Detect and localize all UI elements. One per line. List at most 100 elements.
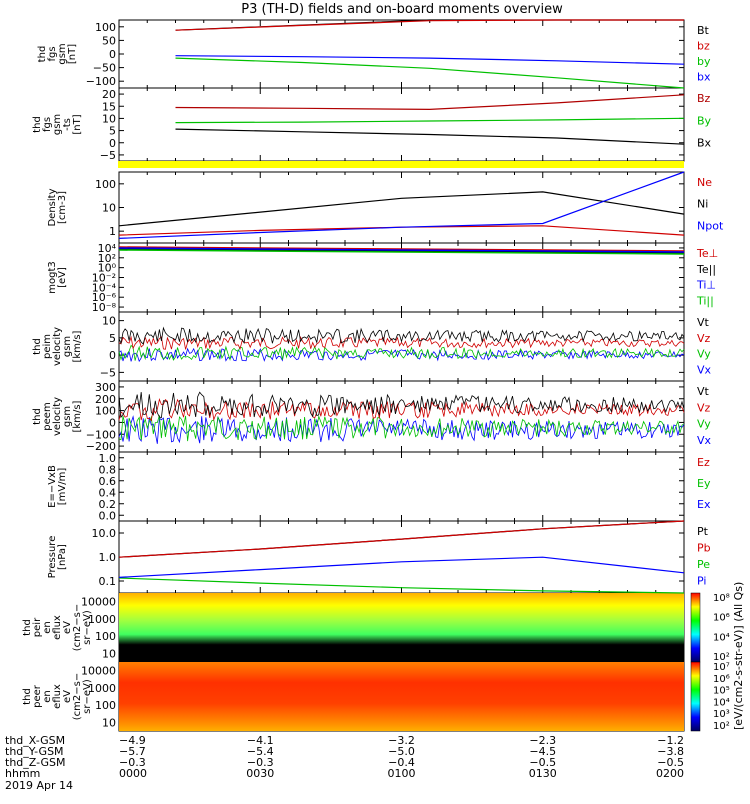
colorbar-peir (690, 592, 701, 663)
x-axis-value: 0130 (529, 767, 557, 780)
y-tick-label: 0 (109, 137, 116, 150)
temperature-trace (118, 249, 685, 255)
legend-entry: Pb (697, 542, 711, 555)
peir-spectrogram (119, 593, 684, 662)
legend-entry: Npot (697, 219, 724, 232)
legend-entry: Ex (697, 498, 711, 511)
x-axis-value: −4.9 (119, 734, 146, 747)
y-axis-label: E=−VxB (47, 465, 58, 508)
y-axis-label: peim (42, 334, 53, 359)
legend-entry: Bx (697, 137, 712, 150)
y-axis-label: eflux (52, 615, 63, 640)
y-tick-label: 20 (102, 88, 116, 101)
panel-frame (118, 19, 685, 89)
x-axis-value: −5.7 (119, 745, 146, 758)
legend-entry: Vt (697, 385, 710, 398)
y-axis-label: gsm (57, 43, 68, 64)
legend-entry: bx (697, 71, 711, 84)
y-tick-label: −100 (86, 75, 116, 88)
colorbar-tick-label: 10⁸ (713, 593, 730, 604)
colorbar-tick-label: 10³ (713, 709, 730, 720)
y-axis-label: velocity (52, 327, 63, 366)
y-axis-label: [km/s] (72, 330, 83, 362)
x-axis-row-label: thd_Z-GSM (5, 756, 65, 769)
legend-entry: Te⊥ (696, 247, 718, 260)
legend-entry: Pt (697, 525, 709, 538)
panel-frame (118, 520, 685, 594)
legend-entry: Pi (697, 575, 706, 588)
y-tick-label: 0.6 (99, 475, 117, 488)
x-axis-value: −0.4 (388, 756, 415, 769)
y-tick-label: 0.2 (99, 498, 117, 511)
series-line-Ni (118, 191, 685, 227)
x-axis-value: −4.1 (247, 734, 274, 747)
panel-frame (118, 451, 685, 522)
x-axis-value: −0.3 (247, 756, 274, 769)
y-axis-label: eV (62, 621, 73, 634)
colorbar-tick-label: 10⁶ (713, 613, 730, 624)
x-axis-value: −3.8 (657, 745, 684, 758)
legend-entry: Pe (697, 558, 710, 571)
y-tick-label: −100 (86, 428, 116, 441)
x-axis-value: −5.4 (247, 745, 274, 758)
y-tick-label: 10000 (81, 596, 116, 609)
velocity-trace (118, 391, 685, 419)
x-axis-value: −1.2 (657, 734, 684, 747)
series-line-bz (175, 19, 684, 31)
y-tick-label: 10.0 (92, 527, 117, 540)
y-axis-label: [mV/m] (57, 468, 68, 506)
y-axis-label: eV (62, 690, 73, 703)
y-axis-label: [eV] (57, 267, 68, 288)
velocity-trace (118, 326, 685, 345)
x-axis-row-label: 2019 Apr 14 (5, 779, 73, 792)
y-axis-label: (cm2−s− (72, 673, 83, 720)
legend-entry: Vy (697, 348, 711, 361)
y-axis-label: peer (32, 684, 43, 708)
y-tick-label: 50 (102, 34, 116, 47)
y-axis-label: sr−eV) (82, 679, 93, 714)
y-axis-label: mogt3 (47, 261, 58, 294)
y-tick-label: 100 (95, 21, 116, 34)
y-axis-label: fgs (47, 46, 58, 61)
y-tick-label: 10⁻⁸ (92, 301, 117, 314)
y-tick-label: 100 (95, 699, 116, 712)
y-axis-label: thd (37, 46, 48, 63)
legend-entry: Vz (697, 401, 711, 414)
y-axis-label: velocity (52, 397, 63, 436)
legend-entry: Vy (697, 418, 711, 431)
series-group (118, 19, 685, 594)
y-tick-label: 1.0 (99, 452, 117, 465)
velocity-trace (118, 344, 685, 361)
velocity-trace (118, 415, 685, 442)
y-tick-label: 5 (109, 332, 116, 345)
colorbar-tick-label: 10⁴ (713, 697, 730, 708)
y-axis-label: peem (42, 402, 53, 430)
legend-entry: Vx (697, 363, 712, 376)
y-tick-label: 10 (102, 716, 116, 729)
y-tick-label: 0.8 (99, 463, 117, 476)
y-tick-label: 0.1 (99, 575, 117, 588)
colorbar-tick-label: 10² (713, 652, 730, 663)
y-axis-label: Pressure (47, 536, 58, 579)
y-axis-label: peir (32, 617, 43, 637)
y-axis-label: [cm-3] (57, 191, 68, 224)
series-line-Pb (118, 520, 685, 558)
x-axis-value: −0.3 (119, 756, 146, 769)
y-tick-label: 5 (109, 125, 116, 138)
y-axis-label: Density (47, 188, 58, 226)
y-axis-label: en (42, 690, 53, 703)
y-axis-label: thd (32, 116, 43, 133)
x-axis-row-label: thd_X-GSM (5, 734, 65, 747)
legend-entry: Te|| (696, 263, 716, 276)
y-tick-label: 0 (109, 349, 116, 362)
y-tick-label: 10 (102, 202, 116, 215)
y-axis-label: -ts (62, 118, 73, 131)
y-tick-label: 10 (102, 112, 116, 125)
y-axis-label: gsm (62, 336, 73, 357)
